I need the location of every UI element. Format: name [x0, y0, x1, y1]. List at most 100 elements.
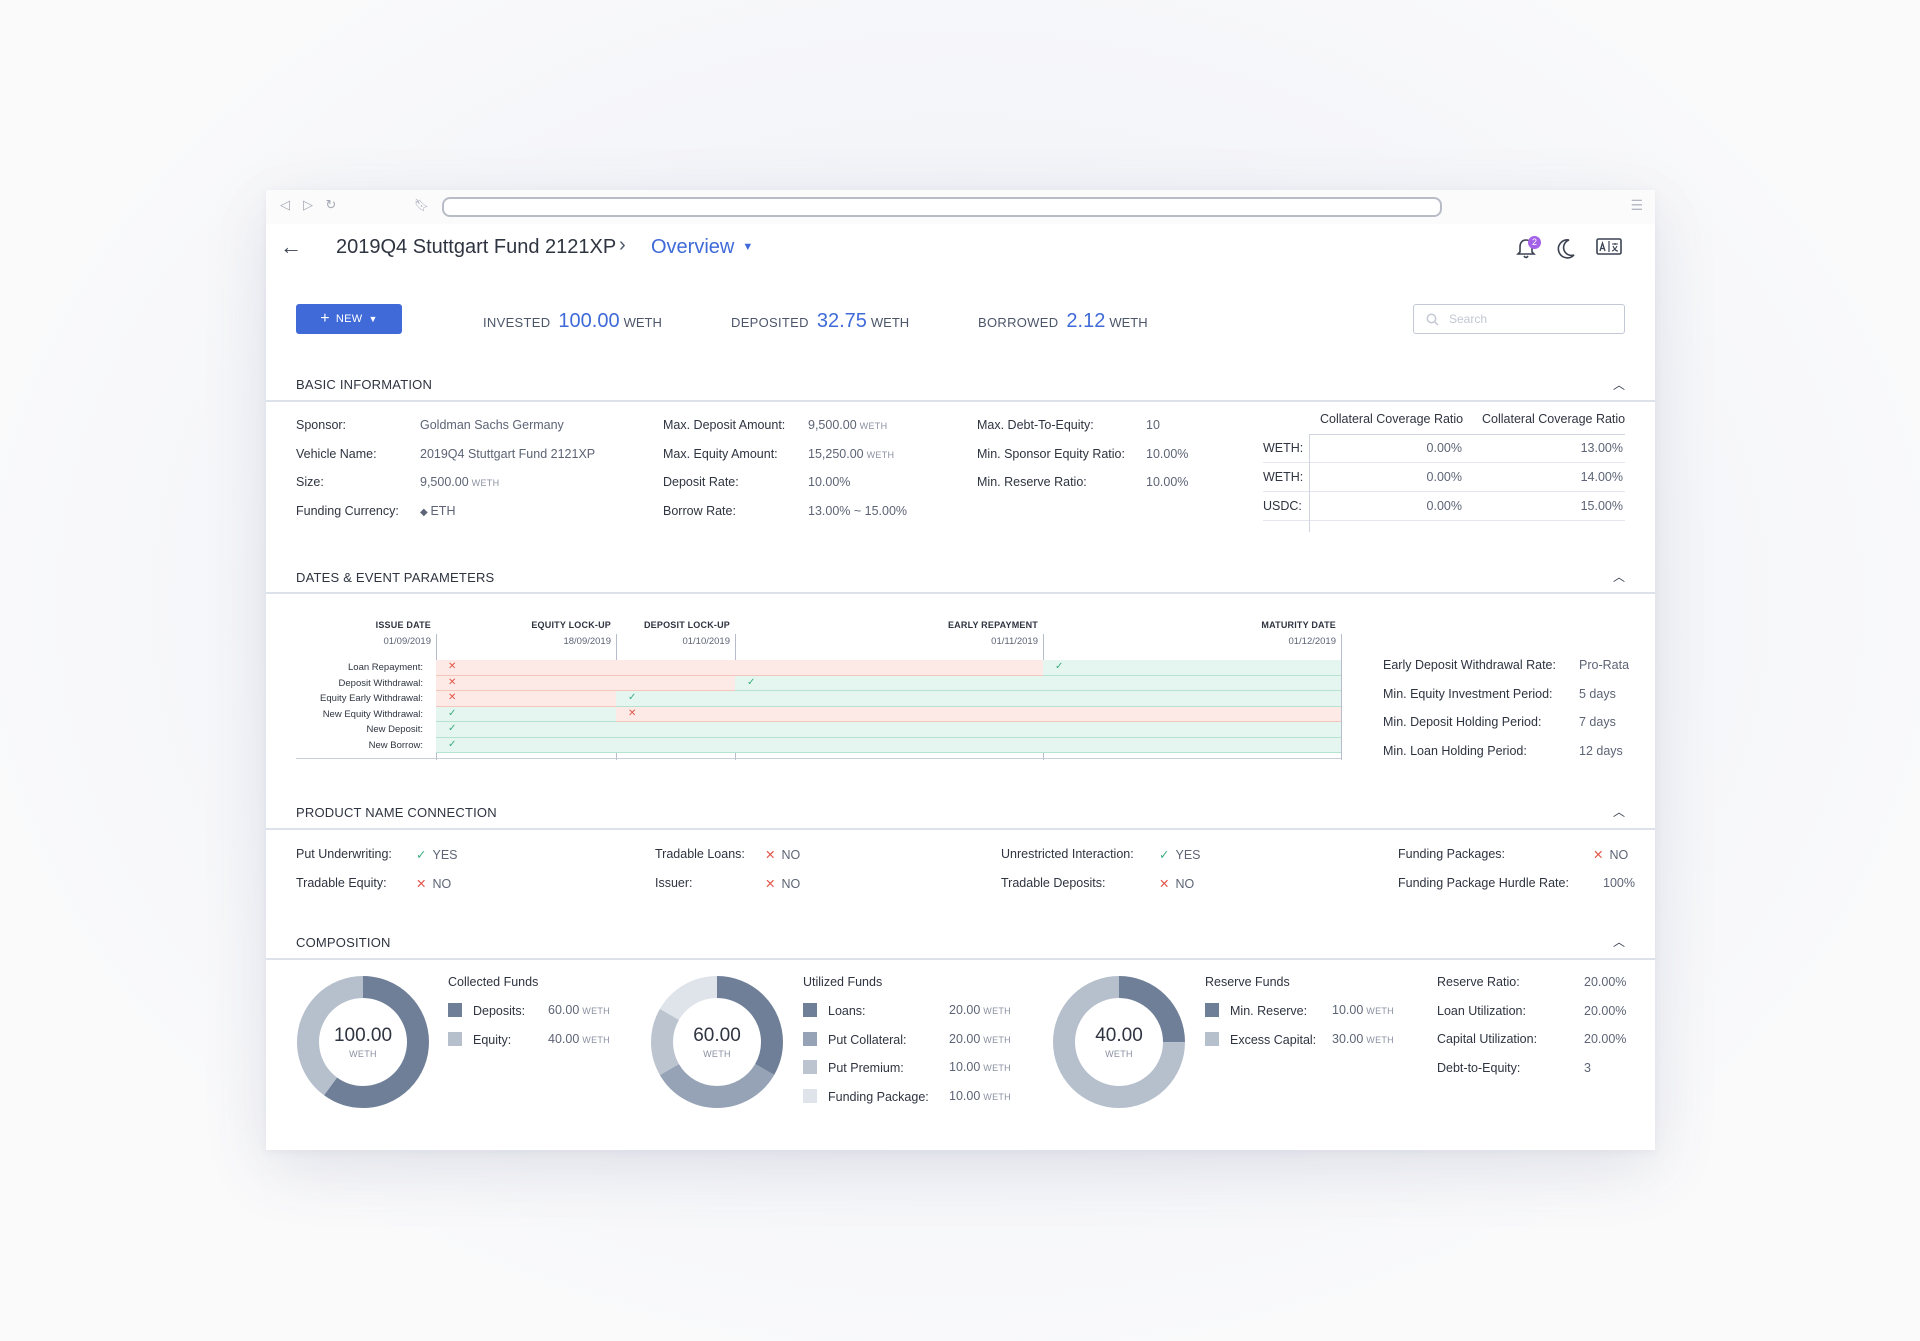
donut-unit: WETH: [703, 1049, 731, 1059]
blocked-period: [616, 660, 735, 676]
ratio-row: Reserve Ratio: 20.00%: [1437, 975, 1626, 989]
check-icon: ✓: [628, 692, 637, 703]
utilized-funds-donut-chart: [651, 976, 783, 1108]
legend-swatch: [1205, 1031, 1219, 1046]
connection-item: Unrestricted Interaction: ✓ YES: [1001, 847, 1201, 862]
legend-swatch: [1205, 1003, 1219, 1017]
collateral-divider: [1309, 434, 1310, 532]
cross-icon: ✕: [765, 877, 776, 891]
event-timeline: ISSUE DATE 01/09/2019 EQUITY LOCK-UP 18/09/…: [296, 620, 1346, 760]
check-icon: ✓: [448, 738, 457, 750]
back-arrow-icon[interactable]: ←: [280, 234, 302, 259]
section-heading-dates: DATES & EVENT PARAMETERS: [296, 570, 495, 585]
info-row: Deposit Rate: 10.00%: [663, 475, 850, 489]
unit-label: WETH: [983, 1063, 1011, 1073]
search-icon: [1426, 313, 1439, 326]
info-value: 13.00% ~ 15.00%: [808, 503, 908, 518]
info-value: 9,500.00 WETH: [420, 475, 500, 489]
info-row: Max. Equity Amount: 15,250.00 WETH: [663, 447, 894, 461]
legend-item: Put Premium: 10.00 WETH: [803, 1060, 1011, 1075]
collateral-row: WETH: 0.00% 13.00%: [1263, 435, 1625, 463]
legend-item: Equity: 40.00 WETH: [448, 1031, 610, 1047]
browser-reload-icon[interactable]: ↻: [325, 197, 337, 212]
invested-stat: INVESTED 100.00 WETH: [483, 310, 662, 333]
browser-back-icon[interactable]: ◁: [280, 197, 290, 212]
moon-icon[interactable]: [1556, 238, 1576, 265]
legend-label: Deposits:: [473, 1004, 526, 1018]
blocked-period: [735, 706, 1043, 722]
browser-menu-icon[interactable]: ☰: [1630, 197, 1643, 213]
chevron-right-icon: ›: [619, 234, 626, 256]
search-field[interactable]: [1413, 304, 1625, 334]
timeline-row-label: Loan Repayment:: [348, 662, 423, 673]
ratio-row: Capital Utilization: 20.00%: [1437, 1032, 1626, 1046]
bookmark-icon[interactable]: 🔖︎: [414, 198, 430, 212]
connection-label: Issuer:: [655, 876, 693, 890]
connection-value: ✕ NO: [1159, 876, 1194, 891]
address-bar[interactable]: [442, 197, 1442, 217]
connection-item: Tradable Deposits: ✕ NO: [1001, 876, 1194, 891]
new-button[interactable]: + NEW ▼: [296, 304, 402, 334]
deposited-unit: WETH: [870, 315, 910, 330]
cross-icon: ✕: [628, 707, 637, 719]
cross-icon: ✕: [1593, 848, 1604, 862]
info-row: Size: 9,500.00 WETH: [296, 475, 499, 489]
allowed-period: [735, 675, 1043, 691]
legend-item: Loans: 20.00 WETH: [803, 1003, 1011, 1018]
allowed-period: [616, 691, 735, 707]
info-label: Min. Equity Investment Period:: [1383, 686, 1553, 701]
timeline-row-label: New Deposit:: [366, 724, 424, 735]
borrowed-label: BORROWED: [978, 315, 1059, 330]
connection-label: Funding Packages:: [1398, 847, 1506, 861]
info-value: Pro-Rata: [1579, 658, 1630, 672]
search-input[interactable]: [1449, 312, 1599, 326]
info-row: Early Deposit Withdrawal Rate: Pro-Rata: [1383, 658, 1629, 672]
event-name: MATURITY DATE: [1261, 620, 1336, 630]
chevron-up-icon[interactable]: ︿: [1612, 935, 1625, 949]
legend-swatch: [803, 1060, 817, 1074]
connection-value: ✕ NO: [765, 876, 800, 891]
connection-label: Tradable Equity:: [296, 876, 387, 890]
connection-label: Funding Package Hurdle Rate:: [1398, 876, 1569, 890]
event-date: 01/09/2019: [383, 636, 431, 647]
donut-total: 40.00: [1095, 1025, 1143, 1046]
collateral-row: WETH: 0.00% 14.00%: [1263, 464, 1625, 492]
legend-swatch: [448, 1031, 462, 1046]
event-date: 18/09/2019: [563, 636, 611, 647]
unit-label: WETH: [859, 421, 888, 431]
unit-label: WETH: [983, 1091, 1011, 1102]
info-label: Min. Loan Holding Period:: [1383, 743, 1527, 758]
browser-forward-icon[interactable]: ▷: [303, 197, 313, 212]
allowed-period: [1043, 722, 1341, 738]
unit-label: WETH: [582, 1006, 610, 1016]
blocked-period: [616, 706, 735, 722]
info-label: Vehicle Name:: [296, 446, 377, 461]
info-label: Sponsor:: [296, 418, 347, 432]
legend-swatch: [803, 1003, 817, 1017]
donut-slice: [651, 976, 783, 1108]
legend-item: Min. Reserve: 10.00 WETH: [1205, 1003, 1394, 1018]
chevron-up-icon[interactable]: ︿: [1612, 805, 1625, 819]
ratio-value: 20.00%: [1584, 975, 1627, 989]
translate-icon[interactable]: [1596, 238, 1622, 261]
check-icon: ✓: [747, 676, 756, 688]
allowed-period: [1043, 675, 1341, 691]
legend-item: Funding Package: 10.00 WETH: [803, 1088, 1011, 1104]
connection-status: NO: [1175, 877, 1195, 891]
unit-label: WETH: [983, 1034, 1011, 1045]
cross-icon: ✕: [448, 661, 457, 672]
chevron-up-icon[interactable]: ︿: [1612, 570, 1625, 584]
info-value: 9,500.00 WETH: [808, 418, 888, 432]
connection-value: ✓ YES: [1159, 847, 1201, 862]
chevron-up-icon[interactable]: ︿: [1612, 378, 1625, 392]
unit-label: WETH: [866, 449, 895, 460]
timeline-event: EARLY REPAYMENT 01/11/2019: [948, 620, 1038, 647]
event-name: EQUITY LOCK-UP: [531, 620, 611, 630]
section-divider: [266, 400, 1655, 402]
check-icon: ✓: [416, 848, 427, 862]
blocked-period: [735, 660, 1043, 676]
breadcrumb-overview-dropdown[interactable]: Overview ▼: [651, 236, 753, 259]
allowed-period: [1043, 660, 1341, 676]
legend-label: Min. Reserve:: [1230, 1004, 1308, 1018]
info-label: Size:: [296, 475, 324, 489]
